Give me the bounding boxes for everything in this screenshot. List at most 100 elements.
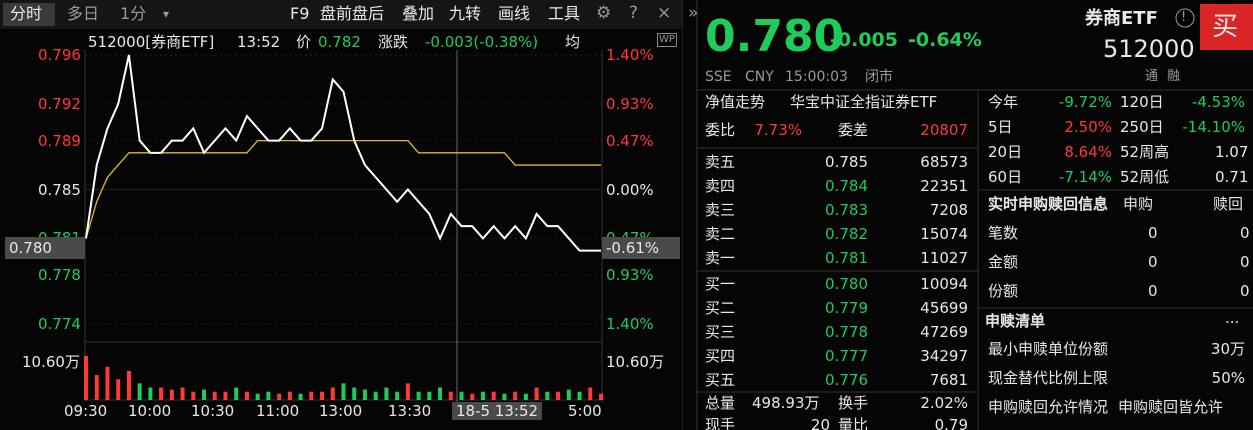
label: 20 xyxy=(810,416,830,430)
label: -0.003(-0.38%) xyxy=(425,33,539,51)
label: 0 xyxy=(1148,253,1158,271)
price-tick-label: 0.774 xyxy=(38,315,81,333)
label[interactable]: 净值走势 xyxy=(705,93,766,111)
label: 0 xyxy=(1148,282,1158,300)
volume-bar xyxy=(309,391,314,400)
pct-tick-label: 0.93% xyxy=(606,94,654,113)
label: 最小申赎单位份额 xyxy=(988,340,1109,358)
order-label: 卖五 xyxy=(705,153,736,171)
toolbar-button[interactable]: 叠加 xyxy=(402,4,435,23)
volume-bar xyxy=(202,389,207,400)
label: -9.72% xyxy=(1058,93,1112,111)
volume-bar xyxy=(545,391,550,400)
volume-bar xyxy=(137,383,142,400)
label: 现金替代比例上限 xyxy=(988,369,1109,387)
label: 申购赎回允许情况 xyxy=(988,398,1109,416)
dropdown-icon[interactable]: ▾ xyxy=(163,7,170,21)
close-icon[interactable]: × xyxy=(657,3,672,23)
chart xyxy=(0,0,683,430)
order-price: 0.783 xyxy=(825,201,868,219)
tab[interactable]: 多日 xyxy=(67,4,100,23)
tab-selected xyxy=(3,3,55,26)
order-qty: 11027 xyxy=(920,249,968,267)
label: CNY xyxy=(745,69,774,85)
volume-bar xyxy=(513,391,518,400)
help-icon[interactable]: ? xyxy=(629,3,639,23)
label: 250日 xyxy=(1120,118,1164,136)
order-qty: 34297 xyxy=(920,347,968,365)
order-label: 买五 xyxy=(705,371,736,389)
collapse-icon[interactable]: » xyxy=(688,3,699,23)
price-tick-label: 0.796 xyxy=(38,46,81,64)
volume-bar xyxy=(362,389,367,400)
label: 498.93万 xyxy=(752,394,820,412)
volume-bar xyxy=(84,356,88,400)
volume-bar xyxy=(352,387,357,400)
label: 华宝中证全指证券ETF xyxy=(790,93,938,111)
price-line xyxy=(85,54,601,252)
buy-button[interactable]: 买 xyxy=(1212,12,1239,42)
label: 0.71 xyxy=(1215,168,1249,186)
label: -14.10% xyxy=(1182,118,1245,136)
order-label: 买三 xyxy=(705,323,736,341)
tag: 通 xyxy=(1145,69,1159,84)
volume-bar xyxy=(448,391,453,400)
volume-bar xyxy=(148,387,153,400)
time-tick-label: 10:00 xyxy=(128,402,172,420)
order-price: 0.777 xyxy=(825,347,868,365)
order-price: 0.784 xyxy=(825,177,868,195)
label: 均 xyxy=(565,33,581,51)
volume-bar xyxy=(480,391,485,400)
label: 换手 xyxy=(838,394,869,412)
label[interactable]: ... xyxy=(1225,309,1240,327)
label: 7.73% xyxy=(754,121,802,139)
volume-bar xyxy=(244,391,249,400)
label: -0.64% xyxy=(908,29,982,51)
volume-bar xyxy=(384,387,389,400)
label: 1.07 xyxy=(1215,143,1249,161)
label: 申购 xyxy=(1123,195,1154,213)
toolbar-button[interactable]: F9 xyxy=(290,4,310,23)
order-label: 卖一 xyxy=(705,249,736,267)
toolbar-button[interactable]: 工具 xyxy=(548,4,581,23)
label: 0.782 xyxy=(318,33,361,51)
volume-bar xyxy=(405,383,410,400)
label: -7.14% xyxy=(1058,168,1112,186)
label: 价 xyxy=(296,33,312,51)
label: 13:52 xyxy=(237,33,281,51)
volume-bar xyxy=(212,391,217,400)
volume-bar xyxy=(459,391,464,400)
volume-bar xyxy=(223,391,228,400)
label: 申购赎回皆允许 xyxy=(1118,398,1224,416)
label: 委差 xyxy=(838,121,869,139)
label: -4.53% xyxy=(1191,93,1245,111)
label: 20807 xyxy=(920,121,968,139)
volume-bar xyxy=(416,391,421,400)
settings-icon[interactable]: ⚙ xyxy=(596,3,612,23)
tab[interactable]: 1分 xyxy=(120,4,147,23)
order-price: 0.785 xyxy=(825,153,868,171)
toolbar-button[interactable]: 盘前盘后 xyxy=(320,4,385,23)
order-qty: 22351 xyxy=(920,177,968,195)
time-tick-label: 13:00 xyxy=(319,402,363,420)
volume-bar xyxy=(126,370,131,400)
time-tick-label: 13:30 xyxy=(388,402,432,420)
wp-icon[interactable]: WP xyxy=(657,33,677,47)
name: 券商ETF xyxy=(1085,8,1158,29)
toolbar-button[interactable]: 画线 xyxy=(498,4,531,23)
time-tick-label: 09:30 xyxy=(64,402,108,420)
tab[interactable]: 分时 xyxy=(10,4,43,23)
label: 赎回 xyxy=(1213,195,1244,213)
volume-bar xyxy=(191,391,196,400)
order-price: 0.782 xyxy=(825,225,868,243)
label: 闭市 xyxy=(865,69,893,85)
label: 现手 xyxy=(705,416,736,430)
label: 申赎清单 xyxy=(985,312,1046,330)
label: 份额 xyxy=(988,282,1019,300)
info-mark: ! xyxy=(1181,10,1187,25)
volume-bar xyxy=(502,393,507,400)
label: 5日 xyxy=(988,118,1013,136)
volume-bar xyxy=(94,375,99,400)
toolbar-button[interactable]: 九转 xyxy=(449,4,482,23)
volume-bar xyxy=(523,393,528,400)
